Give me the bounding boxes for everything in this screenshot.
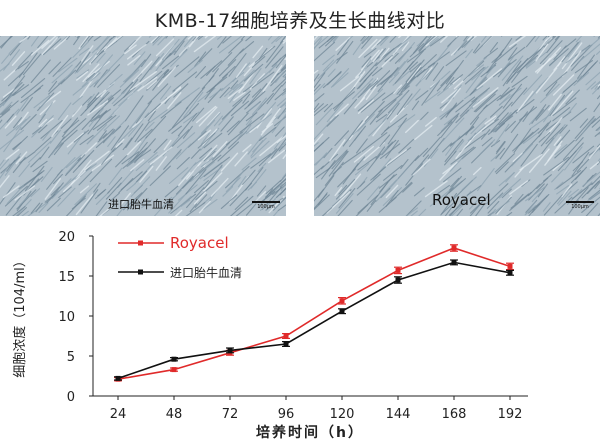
micrograph-fbs: 进口胎牛血清 100µm xyxy=(0,36,286,216)
data-point xyxy=(339,308,345,314)
data-point xyxy=(283,333,289,339)
data-point xyxy=(395,277,401,283)
data-point xyxy=(507,263,513,269)
x-tick-label: 192 xyxy=(498,407,523,422)
y-axis-label: 细胞浓度（104/ml） xyxy=(12,254,28,377)
data-point xyxy=(339,298,345,304)
y-tick-label: 10 xyxy=(58,310,75,325)
data-point xyxy=(451,259,457,265)
y-tick-label: 15 xyxy=(58,270,75,285)
series-line xyxy=(117,247,511,380)
micrograph-royacel: Royacel 100µm xyxy=(314,36,600,216)
legend-marker xyxy=(138,269,143,275)
cell-texture xyxy=(314,36,600,216)
x-tick-label: 48 xyxy=(166,407,183,422)
data-point xyxy=(171,356,177,362)
growth-curve-chart: 0 5 10 15 20 24 48 72 96 120 144 168 192 培养时间（h） 细胞浓度（… xyxy=(12,230,528,441)
scale-label: 100µm xyxy=(257,204,275,210)
scale-label: 100µm xyxy=(571,204,589,210)
figure-title: KMB-17细胞培养及生长曲线对比 xyxy=(154,10,446,32)
data-point xyxy=(283,341,289,347)
data-point xyxy=(395,267,401,273)
x-tick-label: 24 xyxy=(110,407,127,422)
data-point xyxy=(507,270,513,276)
series-line xyxy=(117,261,511,380)
micrograph-caption: Royacel xyxy=(432,191,491,209)
data-point xyxy=(171,367,177,373)
x-axis-label: 培养时间（h） xyxy=(256,424,364,441)
x-tick-label: 168 xyxy=(442,407,467,422)
scale-bar: 100µm xyxy=(566,201,594,210)
x-tick-label: 120 xyxy=(330,407,355,422)
x-tick-label: 96 xyxy=(278,407,295,422)
y-tick-label: 5 xyxy=(67,350,75,365)
legend-marker xyxy=(138,240,143,246)
scale-bar: 100µm xyxy=(252,201,280,210)
legend-label: Royacel xyxy=(170,234,229,252)
data-point xyxy=(115,375,121,381)
x-tick-label: 144 xyxy=(386,407,411,422)
y-tick-label: 20 xyxy=(58,230,75,245)
x-tick-label: 72 xyxy=(222,407,239,422)
micrograph-caption: 进口胎牛血清 xyxy=(108,198,174,211)
data-point xyxy=(227,347,233,353)
cell-texture xyxy=(0,36,286,216)
legend-label: 进口胎牛血清 xyxy=(170,265,242,280)
data-point xyxy=(451,245,457,251)
y-tick-label: 0 xyxy=(67,390,75,405)
